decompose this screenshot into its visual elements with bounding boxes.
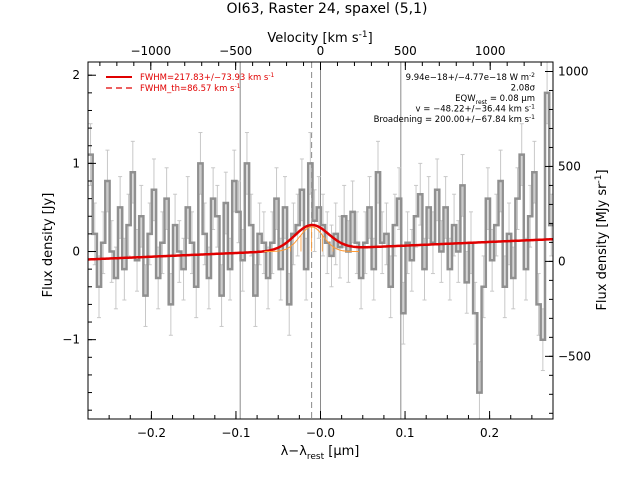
top-tick-label: −500 <box>219 44 252 58</box>
right-axis-label: Flux density [MJy sr-1] <box>594 169 610 310</box>
x-tick-label: −0.2 <box>137 426 166 440</box>
x-tick-label: −0.0 <box>306 426 335 440</box>
fit-line <box>88 223 553 261</box>
series-group <box>88 91 553 394</box>
x-tick-label: −0.1 <box>221 426 250 440</box>
annotation-text: v = −48.22+/−36.44 km s-1 <box>416 104 536 115</box>
annotation-text: Broadening = 200.00+/−67.84 km s-1 <box>374 114 536 125</box>
legend-label: FWHM=217.83+/−73.93 km s-1 <box>140 72 275 83</box>
annotation-text: EQWrest = 0.08 μm <box>455 94 535 106</box>
right-tick-label: 1000 <box>558 64 589 78</box>
x-axis-label: λ−λrest [μm] <box>281 444 360 462</box>
annotation-text: 2.08σ <box>511 84 536 94</box>
right-tick-label: 500 <box>558 159 581 173</box>
top-axis-label: Velocity [km s-1] <box>267 30 372 46</box>
x-tick-label: 0.1 <box>395 426 414 440</box>
top-tick-label: −1000 <box>130 44 171 58</box>
top-tick-label: 500 <box>394 44 417 58</box>
chart-title: OI63, Raster 24, spaxel (5,1) <box>227 1 428 17</box>
component-line <box>264 226 359 252</box>
right-tick-label: 0 <box>558 254 566 268</box>
y-tick-label: −1 <box>62 333 80 347</box>
axis-ticks: −0.2 −0.1 −0.0 0.1 0.2 −1000 −500 0 500 1000 −1 0 1 2… <box>62 44 591 440</box>
x-tick-label: 0.2 <box>480 426 499 440</box>
y-tick-label: 1 <box>72 156 80 170</box>
y-axis-label: Flux density [Jy] <box>41 193 56 298</box>
top-tick-label: 0 <box>317 44 325 58</box>
right-tick-label: −500 <box>558 349 591 363</box>
spectrum-line <box>88 91 553 394</box>
legend: FWHM=217.83+/−73.93 km s-1FWHM_th=86.57 … <box>106 72 275 94</box>
legend-label: FWHM_th=86.57 km s-1 <box>140 83 241 94</box>
y-tick-label: 2 <box>72 68 80 82</box>
y-tick-label: 0 <box>72 245 80 259</box>
annotation-text: 9.94e−18+/−4.77e−18 W m-2 <box>406 72 536 83</box>
top-tick-label: 1000 <box>475 44 506 58</box>
